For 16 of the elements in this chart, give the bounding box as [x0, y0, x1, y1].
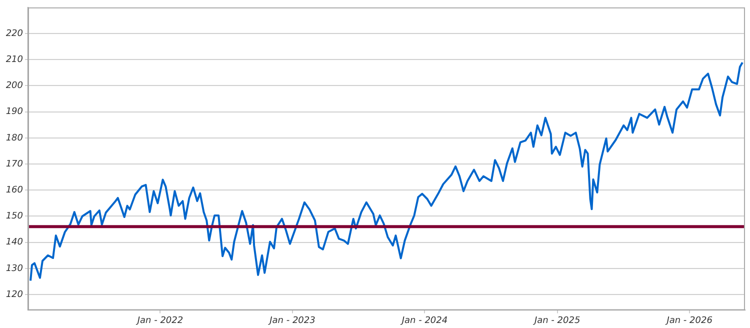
- y-tick-label: 220: [6, 28, 24, 39]
- x-tick-label: Jan - 2023: [268, 316, 316, 326]
- y-tick-label: 160: [6, 185, 24, 196]
- y-tick-label: 130: [6, 264, 24, 274]
- y-tick-label: 210: [6, 54, 24, 65]
- x-tick-label: Jan - 2024: [400, 316, 448, 326]
- x-tick-label: Jan - 2022: [135, 316, 184, 326]
- x-tick-label: Jan - 2026: [664, 316, 713, 326]
- y-tick-label: 170: [6, 159, 24, 170]
- y-tick-label: 140: [6, 238, 24, 248]
- y-tick-label: 150: [6, 212, 24, 222]
- y-tick-label: 190: [6, 107, 24, 118]
- y-tick-label: 120: [6, 290, 24, 300]
- y-tick-label: 200: [6, 81, 24, 92]
- x-tick-label: Jan - 2025: [532, 316, 580, 326]
- y-tick-label: 180: [6, 133, 24, 144]
